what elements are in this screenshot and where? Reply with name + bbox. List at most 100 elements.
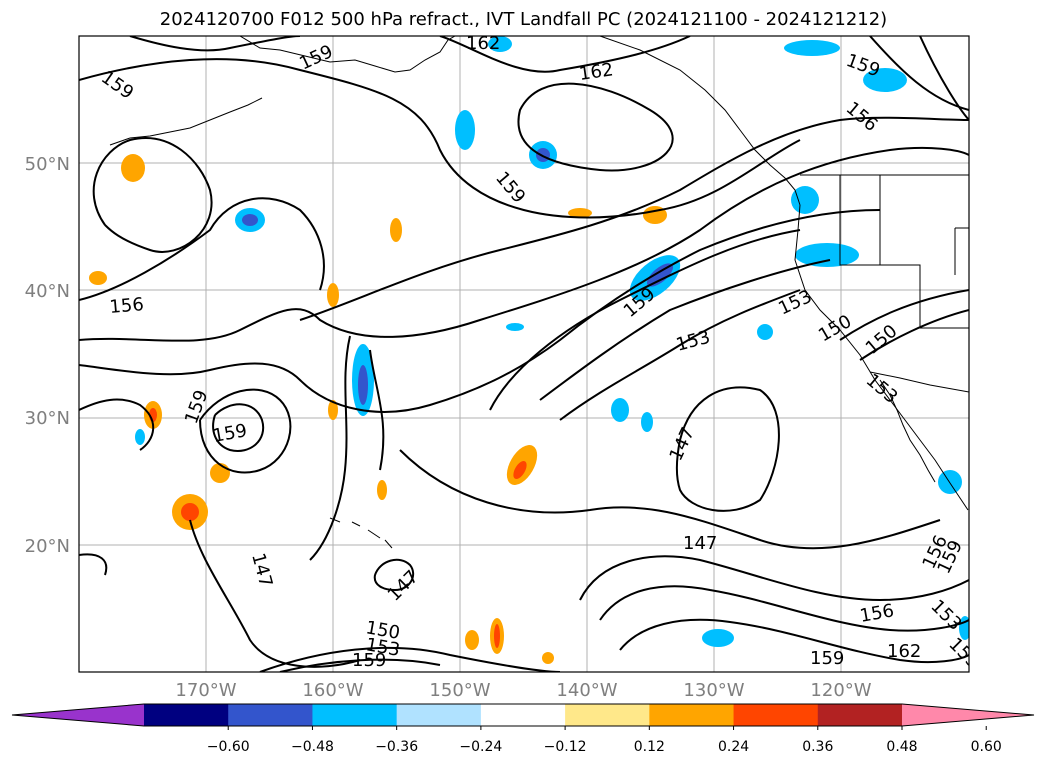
contour-147-west: [189, 519, 361, 668]
contour-east-edge: [919, 36, 969, 121]
colorbar-segment: [228, 704, 313, 726]
shade-blob: [542, 652, 554, 664]
contour-label: 147: [683, 533, 717, 554]
contour-159-aleutian: [129, 36, 301, 52]
contour-label: 153: [862, 370, 902, 408]
contour-south-1: [259, 646, 561, 672]
shade-blob: [135, 429, 145, 445]
coastline-british-columbia: [599, 36, 801, 206]
colorbar-segment: [817, 704, 903, 726]
contour-label: 159: [181, 387, 212, 426]
lon-label: 140°W: [556, 680, 617, 701]
contour-vertical-west-2: [369, 349, 385, 471]
shade-blob: [121, 154, 145, 182]
colorbar-tick-label: −0.60: [207, 739, 250, 755]
contour-south-2: [279, 658, 441, 672]
contour-jet-1: [299, 116, 969, 321]
colorbar: −0.60 −0.48 −0.36 −0.24 −0.12 0.12 0.24 0.36 0.4…: [11, 703, 1035, 755]
shade-blob: [242, 214, 258, 226]
contour-low-mid: [199, 388, 292, 474]
contour-vertical-west: [309, 335, 351, 561]
shade-blob: [784, 40, 840, 56]
shade-blob: [494, 624, 500, 648]
colorbar-segment: [480, 704, 566, 726]
shade-blob: [455, 110, 475, 150]
colorbar-segment: [144, 704, 229, 726]
shade-blob: [506, 323, 524, 331]
contour-156-west: [79, 197, 325, 301]
colorbar-tick-label: −0.48: [291, 739, 334, 755]
contour-lower-left: [79, 553, 108, 576]
shade-blob: [938, 470, 962, 494]
contour-147-south: [399, 449, 941, 550]
contour-153-trough: [489, 229, 801, 411]
colorbar-tick-label: −0.12: [544, 739, 587, 755]
coastline-alaska: [239, 36, 456, 73]
map-frame: [78, 35, 970, 673]
contour-label: 156: [842, 98, 882, 136]
contour-label: 153: [944, 634, 983, 673]
lat-label: 40°N: [25, 281, 70, 302]
contour-label: 153: [674, 327, 713, 356]
shade-blob: [377, 480, 387, 500]
colorbar-tick-label: 0.36: [802, 739, 833, 755]
colorbar-segment: [649, 704, 735, 726]
shade-blob: [513, 460, 527, 480]
shade-blob: [89, 271, 107, 285]
shade-blob: [358, 365, 368, 405]
contour-label: 147: [665, 424, 699, 464]
border-us-mexico: [869, 371, 969, 393]
shade-blob: [646, 263, 674, 287]
coastline-baja: [879, 379, 936, 483]
contour-label: 159: [296, 41, 336, 75]
colorbar-segment: [312, 704, 398, 726]
contour-label: 159: [352, 650, 386, 671]
contour-east-edge-2: [869, 36, 969, 111]
contour-147-center: [676, 386, 780, 512]
contour-label: 159: [97, 67, 137, 104]
colorbar-segment: [565, 704, 650, 726]
contour-153-ridge: [539, 259, 831, 401]
colorbar-outline: [11, 703, 1035, 727]
contour-jet-3: [79, 209, 881, 413]
shade-blob: [488, 36, 512, 52]
state-borders: [839, 175, 969, 329]
contour-label: 153: [775, 286, 815, 320]
colorbar-extend-high: [902, 704, 1034, 726]
contour-loop-low: [517, 82, 674, 172]
contour-label: 162: [466, 33, 500, 54]
contour-162-north: [439, 36, 691, 73]
contour-label: 156: [109, 294, 145, 318]
contour-159-north: [79, 58, 801, 219]
shade-blob: [791, 186, 819, 214]
contour-lines: [79, 36, 969, 672]
map-title: 2024120700 F012 500 hPa refract., IVT La…: [159, 9, 888, 30]
lat-label: 30°N: [25, 408, 70, 429]
colorbar-tick-label: 0.60: [971, 739, 1002, 755]
shade-blob: [327, 283, 339, 307]
shade-blob: [641, 412, 653, 432]
lon-label: 150°W: [429, 680, 490, 701]
gridlines: [79, 36, 969, 672]
contour-150-east-2: [859, 309, 969, 361]
colorbar-tick-label: −0.36: [375, 739, 418, 755]
coastline-aleutians: [109, 97, 263, 146]
shade-blob: [181, 503, 199, 521]
coastlines: [109, 36, 969, 549]
colorbar-tick-label: 0.24: [718, 739, 749, 755]
contour-label: 159: [843, 50, 882, 81]
colorbar-tick-label: 0.48: [886, 739, 917, 755]
contour-150-east: [839, 289, 969, 341]
shade-blob: [795, 243, 859, 267]
coastline-us-west: [794, 204, 969, 511]
contour-hook: [79, 398, 155, 451]
contour-south-loop-2: [599, 585, 969, 632]
contour-label: 159: [211, 420, 248, 447]
shade-blob: [536, 148, 550, 162]
shade-blob: [702, 629, 734, 647]
contour-label: 162: [578, 59, 615, 85]
contour-label: 147: [247, 551, 276, 590]
contour-loop-small: [212, 403, 265, 452]
shade-blob: [390, 218, 402, 242]
colorbar-segment: [733, 704, 819, 726]
